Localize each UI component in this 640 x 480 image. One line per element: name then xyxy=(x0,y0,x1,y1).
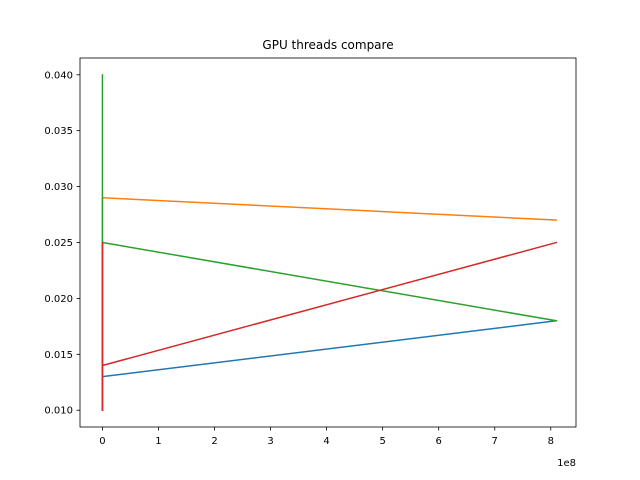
series-layer xyxy=(101,74,558,411)
x-tick-label: 8 xyxy=(548,436,554,447)
y-tick-label: 0.020 xyxy=(44,294,73,305)
x-tick-label: 0 xyxy=(99,436,105,447)
y-axis: 0.010 0.015 0.020 0.025 0.030 0.035 0.040 xyxy=(44,70,80,417)
x-axis-offset-label: 1e8 xyxy=(557,458,576,469)
x-tick-label: 3 xyxy=(267,436,273,447)
y-tick-label: 0.025 xyxy=(44,238,73,249)
y-tick-label: 0.010 xyxy=(44,406,73,417)
series-line-4 xyxy=(101,241,558,411)
y-tick-label: 0.035 xyxy=(44,126,73,137)
y-tick-label: 0.040 xyxy=(44,70,73,81)
y-tick-label: 0.015 xyxy=(44,350,73,361)
x-tick-label: 6 xyxy=(436,436,442,447)
x-tick-label: 1 xyxy=(155,436,161,447)
x-axis: 0 1 2 3 4 5 6 7 8 xyxy=(99,427,554,447)
x-tick-label: 4 xyxy=(323,436,329,447)
y-tick-label: 0.030 xyxy=(44,182,73,193)
chart-title: GPU threads compare xyxy=(262,38,393,52)
x-tick-label: 5 xyxy=(379,436,385,447)
x-tick-label: 7 xyxy=(492,436,498,447)
x-tick-label: 2 xyxy=(211,436,217,447)
